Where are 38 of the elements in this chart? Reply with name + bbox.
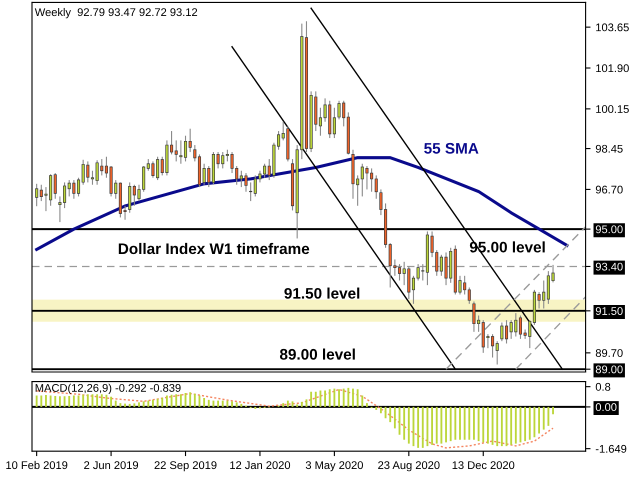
y-tick-label: 103.65 bbox=[596, 23, 629, 32]
y-tick-label: 96.70 bbox=[596, 186, 623, 194]
candlestick bbox=[398, 264, 402, 282]
ref-line-label: 91.50 level bbox=[284, 288, 360, 299]
x-tick-label: 22 Sep 2019 bbox=[154, 461, 217, 472]
y-tick-label: 98.45 bbox=[596, 144, 623, 153]
candlestick bbox=[444, 252, 448, 286]
y-tick-label: 100.15 bbox=[596, 105, 629, 114]
y-tick-label: 91.50 bbox=[596, 307, 623, 315]
y-tick-label: 89.70 bbox=[596, 349, 623, 357]
x-tick-label: 3 May 2020 bbox=[306, 461, 363, 472]
annotation: Weekly 92.79 93.47 92.72 93.12 bbox=[34, 8, 198, 18]
candlestick bbox=[86, 160, 90, 183]
y-tick-label: 89.00 bbox=[596, 365, 623, 374]
x-tick-label: 13 Dec 2020 bbox=[452, 461, 514, 470]
x-tick-label: 10 Feb 2019 bbox=[6, 460, 68, 470]
y-tick-label: 95.00 bbox=[596, 225, 623, 234]
candlestick bbox=[128, 182, 132, 214]
y-tick-label: 101.90 bbox=[596, 64, 629, 72]
x-tick-label: 23 Aug 2020 bbox=[378, 461, 440, 472]
y-tick-label: 0.8 bbox=[596, 382, 610, 391]
candlestick bbox=[518, 314, 522, 340]
annotation: MACD(12,26,9) -0.292 -0.839 bbox=[36, 384, 181, 394]
x-tick-label: 12 Jan 2020 bbox=[230, 461, 290, 470]
ref-line-label: 89.00 level bbox=[280, 348, 355, 360]
candlestick bbox=[337, 100, 341, 120]
x-tick-label: 2 Jun 2019 bbox=[84, 461, 138, 470]
candlestick bbox=[244, 172, 248, 192]
series-label: 55 SMA bbox=[424, 142, 478, 154]
y-tick-label: 0.00 bbox=[596, 403, 617, 412]
y-tick-label: 93.40 bbox=[596, 262, 623, 271]
candlestick bbox=[35, 183, 38, 207]
y-tick-label: -1.649 bbox=[596, 444, 626, 453]
candlestick bbox=[504, 320, 508, 344]
candlestick bbox=[184, 135, 188, 162]
candlestick bbox=[249, 182, 252, 202]
candlestick bbox=[468, 286, 471, 304]
annotation: Dollar Index W1 timeframe bbox=[118, 242, 310, 254]
